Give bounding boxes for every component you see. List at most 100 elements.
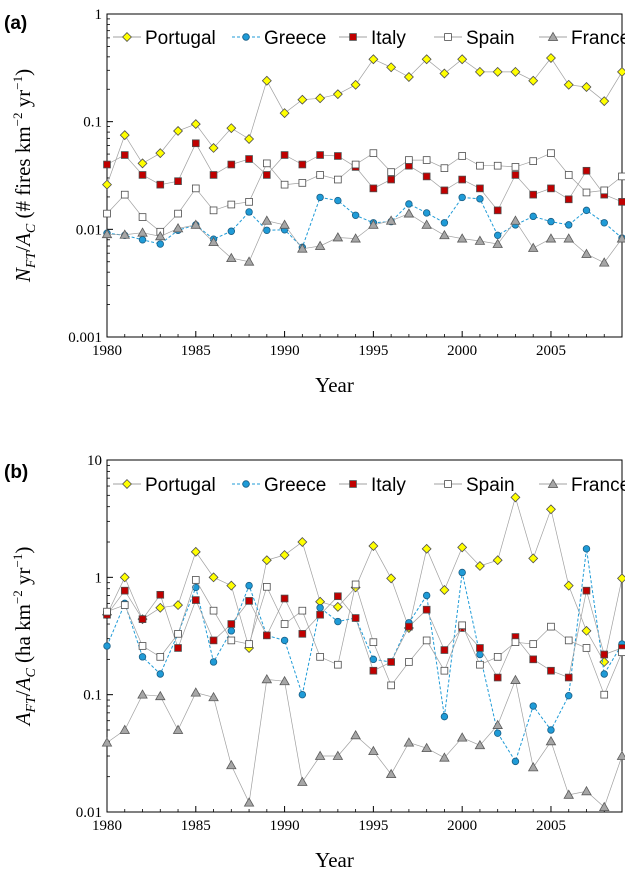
data-point-spain — [582, 188, 591, 197]
data-point-france — [208, 236, 219, 247]
data-point-portugal — [563, 79, 574, 90]
data-point-italy — [387, 175, 395, 184]
data-point-italy — [174, 177, 182, 185]
data-point-france — [350, 233, 361, 243]
data-point-france — [154, 230, 166, 241]
legend-marker-greece — [242, 33, 250, 41]
data-point-spain — [103, 607, 111, 616]
data-point-portugal — [226, 123, 237, 134]
series-line-portugal — [106, 57, 623, 185]
x-tick-label: 1985 — [181, 343, 211, 359]
data-point-italy — [405, 622, 413, 631]
data-point-spain — [138, 213, 147, 221]
data-point-greece — [529, 702, 537, 710]
legend: Portugal Greece Italy Spain France — [113, 475, 625, 496]
data-point-greece — [263, 226, 271, 234]
data-point-france — [385, 215, 397, 225]
data-point-italy — [191, 139, 200, 148]
data-point-france — [279, 219, 290, 229]
data-point-greece — [547, 726, 555, 734]
y-axis-title-close: ) — [11, 547, 35, 554]
data-point-greece — [458, 568, 466, 577]
data-point-france — [119, 724, 131, 734]
data-point-spain — [529, 157, 538, 165]
data-point-france — [510, 215, 521, 225]
data-point-italy — [298, 630, 307, 638]
data-point-portugal — [297, 94, 308, 105]
data-point-italy — [263, 631, 271, 640]
legend-label-spain: Spain — [466, 28, 515, 49]
plot-frame — [106, 459, 623, 813]
data-point-italy — [156, 180, 165, 189]
data-point-greece — [209, 658, 218, 666]
data-point-portugal — [173, 600, 184, 611]
legend-label-greece: Greece — [264, 475, 326, 496]
y-axis-title: NFT/AC (# fires km−2 yr−1) — [10, 69, 39, 283]
data-point-spain — [511, 638, 520, 647]
data-point-spain — [351, 160, 360, 169]
data-point-portugal — [137, 158, 148, 169]
y-tick-label: 0.001 — [68, 330, 102, 346]
data-point-portugal — [457, 542, 468, 553]
data-point-spain — [600, 186, 609, 195]
data-point-greece — [156, 670, 164, 678]
data-point-italy — [493, 206, 502, 215]
data-point-france — [350, 729, 361, 740]
data-point-france — [598, 801, 610, 811]
data-point-italy — [316, 610, 324, 619]
series-line-greece — [106, 548, 623, 763]
data-point-italy — [103, 160, 111, 169]
data-point-greece — [511, 757, 520, 766]
data-point-france — [243, 797, 255, 807]
x-tick-label: 1995 — [358, 818, 388, 834]
data-point-spain — [618, 648, 625, 657]
legend-marker-italy — [349, 33, 357, 41]
data-point-france — [421, 219, 432, 229]
data-point-spain — [334, 660, 342, 669]
series-line-portugal — [106, 496, 623, 663]
x-tick-label: 1980 — [92, 818, 122, 834]
data-point-italy — [511, 171, 520, 179]
data-point-portugal — [617, 573, 625, 584]
data-point-france — [119, 229, 131, 239]
data-point-spain — [263, 583, 271, 591]
data-point-portugal — [421, 54, 432, 65]
data-point-italy — [334, 152, 342, 160]
data-point-portugal — [368, 54, 379, 65]
data-point-spain — [191, 184, 200, 193]
data-point-greece — [600, 670, 608, 678]
data-point-france — [563, 233, 575, 243]
data-point-greece — [334, 617, 342, 626]
data-point-portugal — [528, 75, 539, 86]
data-point-france — [474, 739, 486, 750]
data-point-france — [456, 732, 468, 742]
data-point-france — [385, 768, 397, 779]
data-point-spain — [209, 606, 218, 615]
data-point-portugal — [297, 537, 308, 547]
data-point-portugal — [102, 179, 112, 190]
data-point-portugal — [386, 573, 397, 584]
y-axis-title-a-sub: C — [24, 223, 39, 233]
data-point-spain — [564, 636, 573, 645]
y-axis-title-exp2: −1 — [10, 76, 25, 90]
data-point-italy — [369, 184, 378, 193]
data-point-italy — [351, 614, 360, 622]
data-point-france — [226, 252, 237, 262]
data-point-france — [172, 223, 184, 233]
legend-marker-portugal — [122, 32, 132, 42]
legend-label-france: France — [571, 28, 625, 49]
data-point-portugal — [261, 555, 272, 566]
data-point-italy — [120, 151, 129, 159]
legend-marker-italy — [349, 480, 357, 488]
x-tick-label: 1990 — [270, 818, 300, 834]
data-point-greece — [458, 193, 466, 202]
data-point-italy — [280, 151, 289, 159]
data-point-portugal — [510, 492, 521, 503]
data-point-portugal — [545, 504, 556, 515]
data-point-spain — [298, 179, 307, 187]
legend-label-spain: Spain — [466, 475, 515, 496]
data-point-spain — [582, 644, 591, 652]
data-point-italy — [138, 615, 147, 623]
data-point-spain — [351, 580, 360, 589]
y-axis-title-n-sub: FT — [24, 251, 39, 270]
